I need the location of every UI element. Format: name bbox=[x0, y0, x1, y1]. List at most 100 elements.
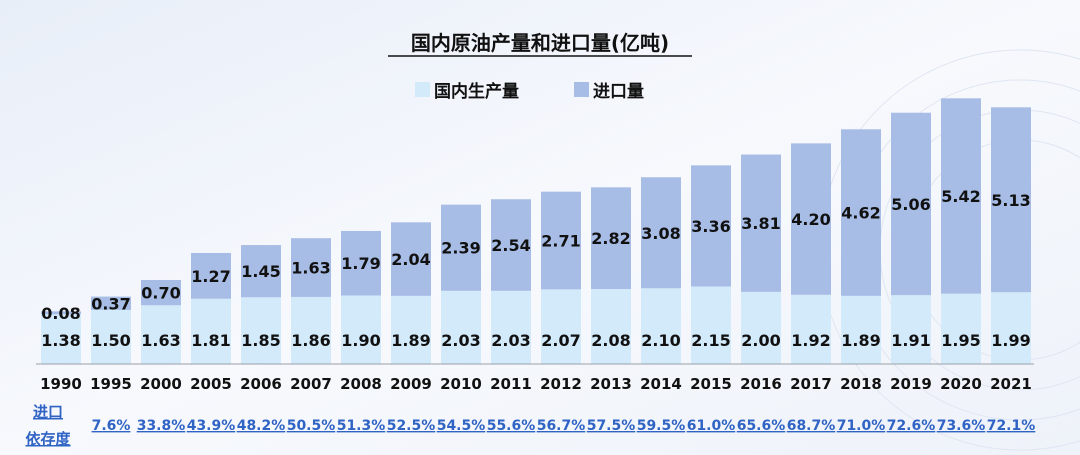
dependence-1995: 7.6% bbox=[92, 418, 131, 434]
bar-import-2010 bbox=[441, 204, 481, 291]
x-tick-2018: 2018 bbox=[840, 375, 882, 393]
dependence-2011: 55.6% bbox=[487, 418, 536, 434]
label-import-2021: 5.13 bbox=[991, 191, 1030, 210]
bar-import-2019 bbox=[891, 112, 931, 296]
dependence-label-line1: 进口 bbox=[33, 403, 63, 421]
x-axis-tick-labels: 1990 1995 2000 2005 2006 2007 2008 2009 2010 2011… bbox=[40, 375, 1032, 393]
dependence-2018: 71.0% bbox=[837, 418, 886, 434]
label-import-2018: 4.62 bbox=[841, 204, 880, 223]
dependence-2015: 61.0% bbox=[687, 418, 736, 434]
bar-import-1995 bbox=[91, 296, 131, 310]
label-import-2007: 1.63 bbox=[291, 259, 330, 278]
dependence-2019: 72.6% bbox=[887, 418, 936, 434]
label-domestic-2012: 2.07 bbox=[541, 331, 580, 350]
label-domestic-1990: 1.38 bbox=[41, 331, 80, 350]
label-import-1990: 0.08 bbox=[41, 304, 80, 323]
dependence-2000: 33.8% bbox=[137, 418, 186, 434]
bar-import-2018 bbox=[841, 129, 881, 296]
label-import-1995: 0.37 bbox=[91, 294, 130, 313]
bar-domestic-2013 bbox=[591, 289, 631, 364]
bar-domestic-2016 bbox=[741, 291, 781, 364]
x-tick-2016: 2016 bbox=[740, 375, 782, 393]
x-tick-2009: 2009 bbox=[390, 375, 432, 393]
legend: 国内生产量 进口量 bbox=[415, 81, 644, 102]
bar-import-2014 bbox=[641, 177, 681, 289]
bar-domestic-2012 bbox=[541, 289, 581, 364]
dependence-2005: 43.9% bbox=[187, 418, 236, 434]
label-domestic-2000: 1.63 bbox=[141, 331, 180, 350]
value-labels: 1.38 0.08 1.50 0.37 1.63 0.70 1.81 1.27 1.85 1.45… bbox=[41, 187, 1030, 350]
bar-import-2000 bbox=[141, 279, 181, 306]
label-domestic-2018: 1.89 bbox=[841, 331, 880, 350]
dependence-2014: 59.5% bbox=[637, 418, 686, 434]
label-import-2005: 1.27 bbox=[191, 267, 230, 286]
x-tick-2020: 2020 bbox=[940, 375, 982, 393]
x-tick-1990: 1990 bbox=[40, 375, 82, 393]
label-import-2015: 3.36 bbox=[691, 217, 730, 236]
bar-domestic-2009 bbox=[391, 295, 431, 364]
label-import-2013: 2.82 bbox=[591, 229, 630, 248]
label-domestic-2015: 2.15 bbox=[691, 331, 730, 350]
label-domestic-1995: 1.50 bbox=[91, 331, 130, 350]
bar-domestic-2005 bbox=[191, 298, 231, 364]
dependence-2010: 54.5% bbox=[437, 418, 486, 434]
legend-label-domestic: 国内生产量 bbox=[434, 81, 519, 102]
x-tick-2014: 2014 bbox=[640, 375, 682, 393]
label-domestic-2016: 2.00 bbox=[741, 331, 780, 350]
dependence-2008: 51.3% bbox=[337, 418, 386, 434]
bar-import-2011 bbox=[491, 199, 531, 291]
label-domestic-2010: 2.03 bbox=[441, 331, 480, 350]
x-tick-2019: 2019 bbox=[890, 375, 932, 393]
label-domestic-2019: 1.91 bbox=[891, 331, 930, 350]
x-tick-2008: 2008 bbox=[340, 375, 382, 393]
bar-domestic-2007 bbox=[291, 296, 331, 364]
bar-domestic-2011 bbox=[491, 290, 531, 364]
label-import-2017: 4.20 bbox=[791, 210, 830, 229]
bar-import-2015 bbox=[691, 165, 731, 287]
bars bbox=[41, 98, 1031, 364]
dependence-2021: 72.1% bbox=[987, 418, 1036, 434]
label-domestic-2014: 2.10 bbox=[641, 331, 680, 350]
legend-label-import: 进口量 bbox=[593, 81, 644, 102]
x-tick-2021: 2021 bbox=[990, 375, 1032, 393]
bar-import-2020 bbox=[941, 98, 981, 294]
label-import-2019: 5.06 bbox=[891, 195, 930, 214]
bar-import-2006 bbox=[241, 245, 281, 298]
bar-import-2008 bbox=[341, 230, 381, 296]
label-domestic-2008: 1.90 bbox=[341, 331, 380, 350]
dependence-2009: 52.5% bbox=[387, 418, 436, 434]
bar-domestic-2020 bbox=[941, 293, 981, 364]
bar-domestic-2017 bbox=[791, 294, 831, 364]
x-tick-2011: 2011 bbox=[490, 375, 532, 393]
label-domestic-2009: 1.89 bbox=[391, 331, 430, 350]
label-domestic-2006: 1.85 bbox=[241, 331, 280, 350]
dependence-2012: 56.7% bbox=[537, 418, 586, 434]
bar-domestic-2000 bbox=[141, 305, 181, 364]
legend-swatch-domestic bbox=[415, 82, 430, 97]
dependence-2013: 57.5% bbox=[587, 418, 636, 434]
x-tick-2010: 2010 bbox=[440, 375, 482, 393]
x-tick-2000: 2000 bbox=[140, 375, 182, 393]
dependence-2006: 48.2% bbox=[237, 418, 286, 434]
bar-domestic-2019 bbox=[891, 295, 931, 364]
label-import-2009: 2.04 bbox=[391, 250, 430, 269]
x-tick-2006: 2006 bbox=[240, 375, 282, 393]
bar-domestic-2010 bbox=[441, 290, 481, 364]
dependence-values: 7.6% 33.8% 43.9% 48.2% 50.5% 51.3% 52.5% 54.5% 5… bbox=[92, 418, 1036, 434]
label-domestic-2021: 1.99 bbox=[991, 331, 1030, 350]
label-import-2014: 3.08 bbox=[641, 224, 680, 243]
x-tick-2012: 2012 bbox=[540, 375, 582, 393]
bar-domestic-2021 bbox=[991, 292, 1031, 364]
bar-import-2007 bbox=[291, 238, 331, 297]
bar-import-2013 bbox=[591, 187, 631, 290]
label-domestic-2017: 1.92 bbox=[791, 331, 830, 350]
bar-domestic-2015 bbox=[691, 286, 731, 364]
bar-domestic-1995 bbox=[91, 309, 131, 364]
dependence-label-line2: 依存度 bbox=[25, 430, 71, 448]
bar-import-1990 bbox=[41, 311, 81, 315]
bar-domestic-2008 bbox=[341, 295, 381, 364]
label-import-2010: 2.39 bbox=[441, 239, 480, 258]
x-tick-2005: 2005 bbox=[190, 375, 232, 393]
label-domestic-2007: 1.86 bbox=[291, 331, 330, 350]
x-tick-2015: 2015 bbox=[690, 375, 732, 393]
